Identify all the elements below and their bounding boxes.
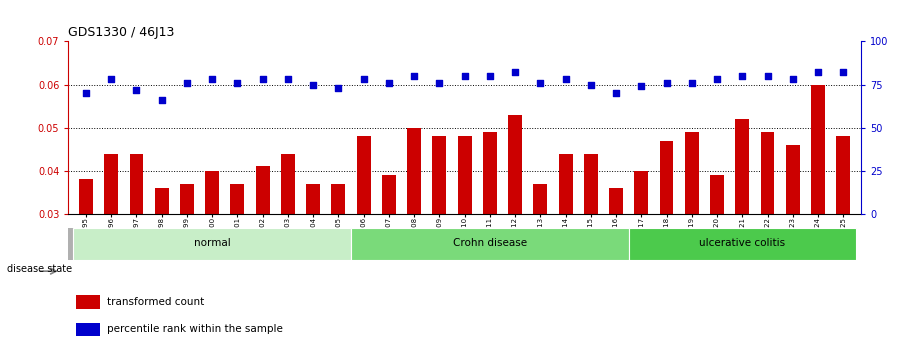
Text: Crohn disease: Crohn disease — [453, 238, 527, 248]
Point — [255, 77, 270, 82]
Bar — [180, 184, 194, 214]
Bar — [332, 184, 345, 214]
Point — [558, 77, 573, 82]
Point — [735, 73, 750, 79]
Text: GDS1330 / 46J13: GDS1330 / 46J13 — [68, 26, 175, 39]
Bar — [79, 179, 93, 214]
Bar — [558, 154, 572, 214]
Text: disease state: disease state — [7, 264, 72, 274]
Point — [609, 90, 623, 96]
Text: normal: normal — [194, 238, 230, 248]
Point — [684, 80, 699, 86]
Point — [230, 80, 245, 86]
Point — [660, 80, 674, 86]
Bar — [786, 145, 800, 214]
Point — [811, 70, 825, 75]
Bar — [584, 154, 598, 214]
Bar — [281, 154, 295, 214]
Bar — [483, 132, 496, 214]
Point — [179, 80, 194, 86]
Bar — [735, 119, 749, 214]
Point — [584, 82, 599, 87]
Bar — [433, 136, 446, 214]
Bar — [351, 228, 629, 260]
Point — [331, 85, 345, 91]
Point — [356, 77, 371, 82]
Bar — [534, 184, 548, 214]
Text: transformed count: transformed count — [107, 297, 204, 307]
Point — [104, 77, 118, 82]
Text: percentile rank within the sample: percentile rank within the sample — [107, 324, 282, 334]
Bar — [155, 188, 169, 214]
Bar — [129, 154, 143, 214]
Bar — [74, 228, 351, 260]
Bar — [685, 132, 699, 214]
Point — [634, 83, 649, 89]
Bar — [811, 85, 825, 214]
Point — [507, 70, 522, 75]
Point — [306, 82, 321, 87]
Point — [205, 77, 220, 82]
Point — [382, 80, 396, 86]
Point — [483, 73, 497, 79]
Bar — [660, 141, 673, 214]
Bar — [104, 154, 118, 214]
Point — [129, 87, 144, 92]
Point — [533, 80, 548, 86]
Bar — [457, 136, 472, 214]
Bar — [836, 136, 850, 214]
Bar — [357, 136, 371, 214]
Bar — [407, 128, 421, 214]
Bar — [710, 175, 724, 214]
Point — [785, 77, 800, 82]
Bar — [609, 188, 623, 214]
Point — [760, 73, 774, 79]
Point — [78, 90, 93, 96]
Bar — [382, 175, 395, 214]
Point — [407, 73, 422, 79]
Point — [710, 77, 724, 82]
Bar — [508, 115, 522, 214]
Point — [457, 73, 472, 79]
Point — [281, 77, 295, 82]
Text: ulcerative colitis: ulcerative colitis — [700, 238, 785, 248]
Point — [432, 80, 446, 86]
Bar — [77, 323, 100, 336]
Bar — [256, 166, 270, 214]
Bar — [629, 228, 855, 260]
Bar — [230, 184, 244, 214]
Bar — [306, 184, 320, 214]
Point — [155, 97, 169, 103]
Bar — [205, 171, 220, 214]
Bar — [761, 132, 774, 214]
Point — [836, 70, 851, 75]
Bar — [77, 295, 100, 309]
Bar — [634, 171, 649, 214]
